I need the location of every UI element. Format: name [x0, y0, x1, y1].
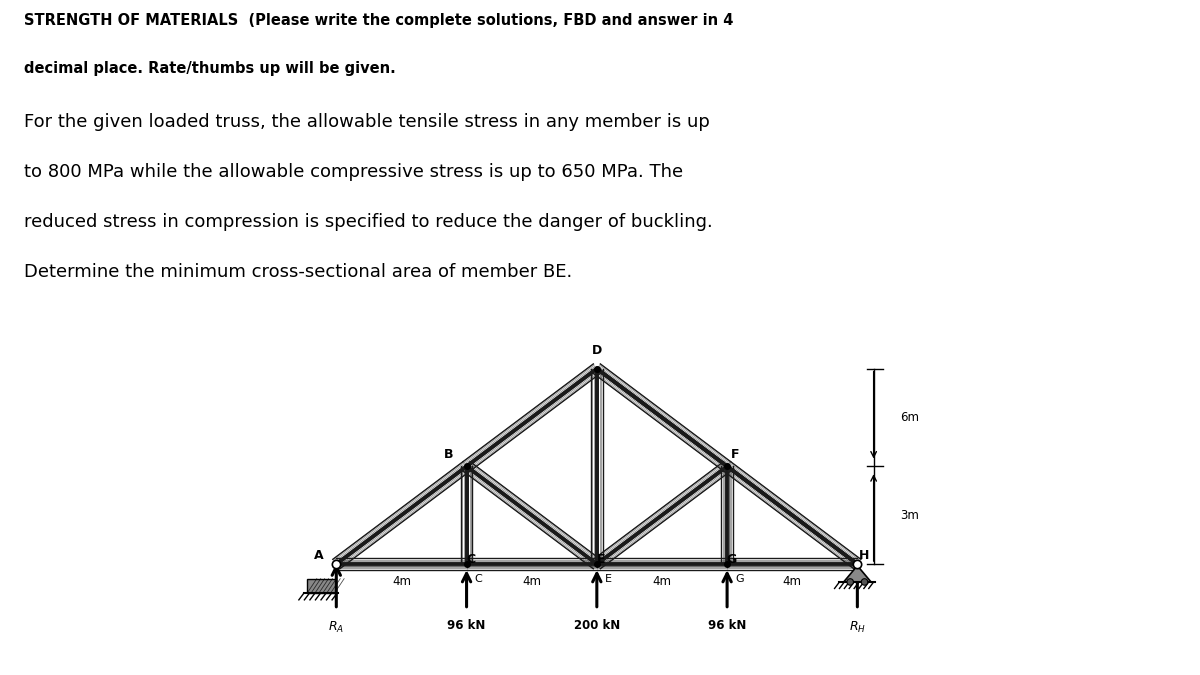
Text: A: A	[313, 549, 323, 562]
Text: Determine the minimum cross-sectional area of member BE.: Determine the minimum cross-sectional ar…	[24, 263, 572, 281]
Polygon shape	[844, 566, 871, 582]
Text: H: H	[859, 549, 870, 562]
Text: 96 kN: 96 kN	[708, 620, 746, 632]
Text: E: E	[596, 553, 605, 566]
Text: 4m: 4m	[522, 576, 541, 589]
Text: 4m: 4m	[782, 576, 802, 589]
Text: 6m: 6m	[900, 411, 919, 424]
Bar	[307, 578, 335, 593]
Text: F: F	[731, 448, 739, 462]
Text: For the given loaded truss, the allowable tensile stress in any member is up: For the given loaded truss, the allowabl…	[24, 113, 710, 131]
Text: STRENGTH OF MATERIALS  (Please write the complete solutions, FBD and answer in 4: STRENGTH OF MATERIALS (Please write the …	[24, 14, 733, 28]
Text: B: B	[444, 448, 454, 462]
Text: $R_H$: $R_H$	[848, 620, 866, 634]
Text: G: G	[736, 574, 744, 584]
Text: D: D	[592, 344, 602, 357]
Text: 200 kN: 200 kN	[574, 620, 620, 632]
Text: C: C	[475, 574, 482, 584]
Text: reduced stress in compression is specified to reduce the danger of buckling.: reduced stress in compression is specifi…	[24, 213, 713, 231]
Text: 4m: 4m	[392, 576, 410, 589]
Text: 96 kN: 96 kN	[448, 620, 486, 632]
Text: 3m: 3m	[900, 509, 918, 522]
Text: G: G	[726, 553, 736, 566]
Text: E: E	[605, 574, 612, 584]
Text: $R_A$: $R_A$	[329, 620, 344, 634]
Circle shape	[847, 578, 853, 585]
Text: to 800 MPa while the allowable compressive stress is up to 650 MPa. The: to 800 MPa while the allowable compressi…	[24, 163, 683, 181]
Text: C: C	[466, 553, 475, 566]
Circle shape	[862, 578, 868, 585]
Text: decimal place. Rate/thumbs up will be given.: decimal place. Rate/thumbs up will be gi…	[24, 61, 396, 76]
Text: 4m: 4m	[653, 576, 672, 589]
